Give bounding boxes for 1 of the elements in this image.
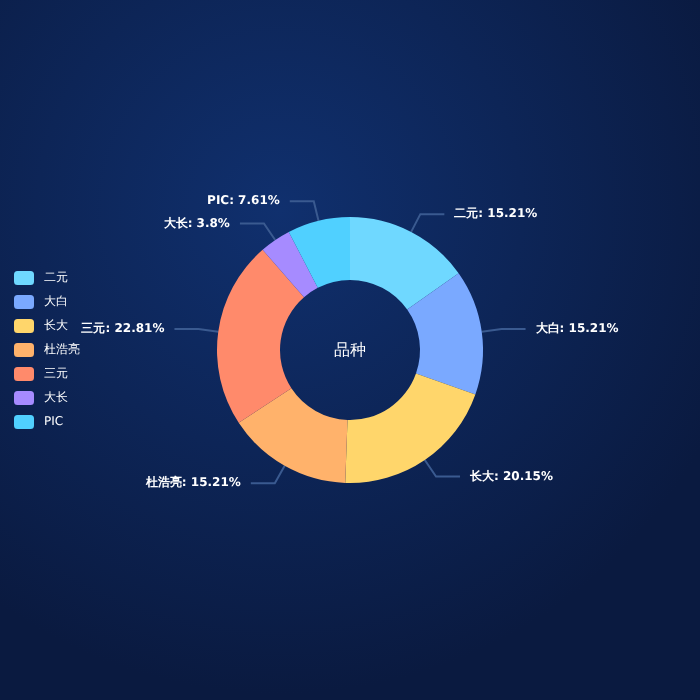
text: 品种 (334, 341, 366, 359)
